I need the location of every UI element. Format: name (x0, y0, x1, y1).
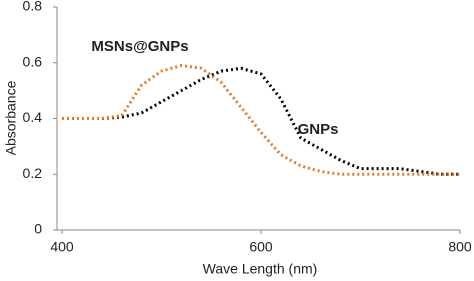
y-tick-label: 0.2 (23, 165, 43, 181)
x-tick-label: 400 (50, 239, 74, 255)
y-axis-title: Absorbance (3, 80, 19, 155)
y-tick-label: 0.8 (23, 0, 43, 14)
x-axis-title: Wave Length (nm) (203, 261, 318, 277)
x-tick-label: 800 (448, 239, 472, 255)
x-tick-label: 600 (249, 239, 273, 255)
y-tick-label: 0.6 (23, 53, 43, 69)
series-label: MSNs@GNPs (91, 38, 188, 55)
y-tick-label: 0 (34, 221, 42, 237)
series-label: GNPs (298, 121, 339, 138)
series-line (62, 64, 460, 176)
y-tick-label: 0.4 (23, 109, 43, 125)
series-line (62, 66, 460, 176)
